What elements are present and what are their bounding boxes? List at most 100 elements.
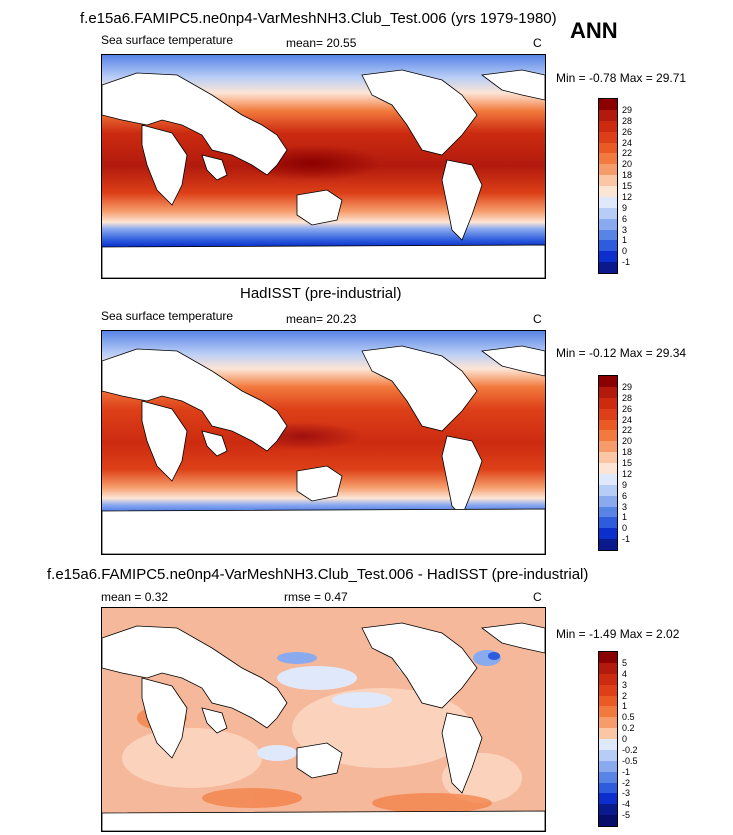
colorbar-tick-label: 4	[622, 668, 628, 679]
colorbar-tick-label: 18	[622, 447, 633, 458]
colorbar-swatch	[599, 441, 617, 453]
colorbar-tick-label: 3	[622, 501, 628, 512]
colorbar-tick-label: 1	[622, 512, 628, 523]
colorbar-swatch	[599, 99, 617, 110]
colorbar-tick-label: -0.5	[622, 755, 638, 766]
colorbar-tick-label: -3	[622, 788, 631, 799]
colorbar-tick-label: 6	[622, 490, 628, 501]
colorbar-swatch	[599, 153, 617, 165]
colorbar-tick-label: 28	[622, 392, 633, 403]
panel-2-minmax: Min = -0.12 Max = 29.34	[556, 346, 687, 360]
colorbar-swatch	[599, 695, 617, 707]
colorbar-tick-label: 20	[622, 159, 633, 170]
colorbar-tick-label: 3	[622, 679, 628, 690]
colorbar-tick-label: -4	[622, 799, 631, 810]
colorbar-tick-label: 6	[622, 213, 628, 224]
panel-3-title: f.e15a6.FAMIPC5.ne0np4-VarMeshNH3.Club_T…	[47, 566, 589, 583]
panel-2-title: HadISST (pre-industrial)	[240, 285, 402, 302]
colorbar-tick-label: 0	[622, 734, 628, 744]
panel-1-map	[101, 54, 546, 279]
colorbar-tick-label: 1	[622, 235, 628, 246]
panel-2-mean: mean= 20.23	[286, 312, 357, 326]
colorbar-tick-label: 26	[622, 126, 633, 137]
colorbar-swatch	[599, 229, 617, 241]
colorbar-swatch	[599, 484, 617, 496]
colorbar-tick-label: 15	[622, 181, 633, 191]
panel-3-rmse: rmse = 0.47	[284, 590, 348, 604]
colorbar-swatch	[599, 120, 617, 132]
colorbar-tick-label: 18	[622, 170, 633, 181]
panel-3-minmax: Min = -1.49 Max = 2.02	[556, 627, 680, 641]
colorbar-tick-label: 5	[622, 657, 628, 668]
colorbar-tick-label: 0	[622, 246, 628, 257]
colorbar-tick-label: 20	[622, 436, 633, 447]
colorbar-tick-label: 24	[622, 414, 633, 425]
colorbar-tick-label: 28	[622, 115, 633, 126]
colorbar-tick-label: 22	[622, 425, 633, 436]
colorbar-swatch	[599, 109, 617, 121]
colorbar-tick-label: 26	[622, 403, 633, 414]
colorbar-swatch	[599, 528, 617, 540]
colorbar-swatch	[599, 539, 617, 550]
colorbar-swatch	[599, 430, 617, 442]
colorbar-swatch	[599, 771, 617, 783]
colorbar-tick-label: -5	[622, 810, 631, 821]
colorbar-swatch	[599, 251, 617, 263]
colorbar-swatch	[599, 760, 617, 772]
colorbar-tick-label: -1	[622, 534, 631, 545]
panel-1-title: f.e15a6.FAMIPC5.ne0np4-VarMeshNH3.Club_T…	[80, 10, 557, 27]
colorbar-swatch	[599, 376, 617, 387]
colorbar-swatch	[599, 728, 617, 739]
colorbar-swatch	[599, 652, 617, 663]
panel-1-units: C	[533, 36, 542, 50]
colorbar-swatch	[599, 218, 617, 230]
colorbar-swatch	[599, 463, 617, 474]
colorbar-tick-label: 15	[622, 458, 633, 468]
colorbar-swatch	[599, 495, 617, 507]
colorbar-tick-label: 29	[622, 104, 633, 115]
colorbar-tick-label: 29	[622, 381, 633, 392]
panel-3-map	[101, 607, 546, 832]
colorbar-swatch	[599, 419, 617, 431]
colorbar-swatch	[599, 506, 617, 518]
colorbar-tick-label: -1	[622, 257, 631, 268]
colorbar-swatch	[599, 386, 617, 398]
colorbar-tick-label: 9	[622, 479, 628, 490]
colorbar-tick-label: 3	[622, 224, 628, 235]
colorbar-tick-label: 12	[622, 191, 633, 202]
colorbar-swatch	[599, 782, 617, 794]
colorbar-tick-label: 2	[622, 690, 628, 701]
colorbar-swatch	[599, 706, 617, 718]
panel-2-field-label: Sea surface temperature	[101, 309, 234, 323]
colorbar-tick-label: 12	[622, 468, 633, 479]
colorbar-swatch	[599, 684, 617, 696]
colorbar-swatch	[599, 673, 617, 685]
colorbar-swatch	[599, 408, 617, 420]
panel-1-field-label: Sea surface temperature	[101, 33, 234, 47]
colorbar-tick-label: -1	[622, 766, 631, 777]
colorbar-swatch	[599, 240, 617, 252]
colorbar-swatch	[599, 186, 617, 197]
colorbar-swatch	[599, 793, 617, 805]
panel-2-map	[101, 330, 546, 555]
colorbar-swatch	[599, 804, 617, 816]
colorbar-swatch	[599, 397, 617, 409]
colorbar-tick-label: 24	[622, 137, 633, 148]
colorbar-tick-label: 0	[622, 523, 628, 534]
panel-2-units: C	[533, 312, 542, 326]
colorbar-tick-label: 9	[622, 202, 628, 213]
colorbar-tick-label: 22	[622, 148, 633, 159]
colorbar-tick-label: 0.2	[622, 723, 635, 734]
colorbar-swatch	[599, 196, 617, 208]
colorbar-swatch	[599, 749, 617, 761]
colorbar-tick-label: -0.2	[622, 744, 638, 755]
colorbar-swatch	[599, 452, 617, 463]
colorbar-tick-label: 1	[622, 701, 628, 712]
colorbar-swatch	[599, 517, 617, 529]
colorbar-swatch	[599, 717, 617, 729]
panel-3-mean: mean = 0.32	[101, 590, 169, 604]
colorbar-swatch	[599, 473, 617, 485]
panel-1-mean: mean= 20.55	[286, 36, 357, 50]
colorbar-swatch	[599, 175, 617, 186]
colorbar-swatch	[599, 262, 617, 273]
